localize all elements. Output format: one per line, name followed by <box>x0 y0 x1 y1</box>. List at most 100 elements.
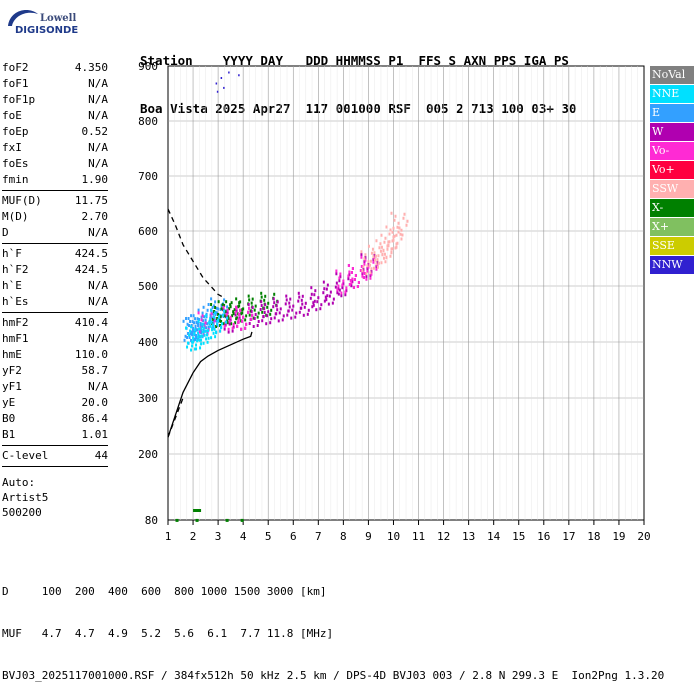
echo-point <box>192 327 195 330</box>
echo-point <box>341 286 344 290</box>
echo-point <box>353 278 356 281</box>
echo-point <box>260 295 263 299</box>
echo-point <box>210 312 213 316</box>
low-echo-point <box>240 518 244 522</box>
echo-point <box>273 292 276 296</box>
echo-point <box>187 332 190 335</box>
param-label: yE <box>2 396 16 409</box>
echo-point <box>210 303 213 306</box>
echo-point <box>231 326 234 330</box>
echo-point <box>183 338 186 342</box>
echo-point <box>310 286 313 290</box>
echo-point <box>325 298 328 302</box>
legend-item-vo: Vo+ <box>650 161 694 179</box>
echo-point <box>250 317 253 321</box>
echo-point <box>194 347 197 351</box>
echo-point <box>386 247 389 251</box>
echo-point <box>194 328 197 332</box>
echo-point <box>267 310 270 314</box>
echo-point <box>335 281 338 285</box>
echo-point <box>212 331 215 335</box>
file-footer: BVJ03_2025117001000.RSF / 384fx512h 50 k… <box>2 669 665 682</box>
echo-point <box>192 336 195 340</box>
echo-point <box>406 219 409 223</box>
echo-point <box>187 341 190 345</box>
echo-point <box>288 301 291 305</box>
echo-point <box>269 321 272 325</box>
low-echo-point <box>225 518 229 522</box>
param-label: hmF1 <box>2 332 29 345</box>
echo-point <box>213 304 216 308</box>
echo-point <box>371 247 374 251</box>
echo-point <box>189 320 192 323</box>
echo-point <box>362 265 365 269</box>
echo-point <box>213 310 216 313</box>
echo-point <box>376 258 379 262</box>
echo-point <box>248 298 251 302</box>
echo-point <box>230 322 233 326</box>
x-tick-label: 9 <box>365 530 372 543</box>
echo-point <box>233 308 236 312</box>
echo-point <box>194 338 197 341</box>
echo-point <box>276 300 279 304</box>
echo-point <box>213 315 216 319</box>
echo-point <box>322 280 325 284</box>
param-label: yF1 <box>2 380 22 393</box>
echo-point <box>301 302 304 306</box>
echo-point <box>220 307 223 311</box>
echo-point <box>226 316 229 320</box>
echo-point <box>201 334 204 338</box>
echo-point <box>209 324 212 328</box>
header-row1: Station YYYY DAY DDD HHMMSS P1 FFS S AXN… <box>140 53 569 68</box>
echo-point <box>212 312 215 316</box>
echo-point <box>370 267 373 271</box>
echo-point <box>238 312 241 316</box>
echo-point <box>193 332 196 336</box>
echo-point <box>217 300 220 304</box>
echo-point <box>380 233 383 237</box>
echo-point <box>387 240 390 244</box>
low-echo-point <box>198 509 202 512</box>
echo-point <box>250 310 253 313</box>
echo-point <box>306 312 309 316</box>
echo-point <box>385 225 388 229</box>
echo-point <box>198 330 201 334</box>
echo-point <box>381 252 384 256</box>
param-label: foE <box>2 109 22 122</box>
echo-point <box>257 320 260 323</box>
param-label: hmE <box>2 348 22 361</box>
echo-point <box>391 230 394 234</box>
param-group-virtual-heights: h`F 424.5 h`F2 424.5 h`E N/A h`Es N/A <box>2 246 108 310</box>
echo-point <box>203 333 206 337</box>
echo-point <box>365 275 368 278</box>
param-row: B1 1.01 <box>2 427 108 443</box>
echo-point <box>265 322 268 326</box>
echo-point <box>372 260 375 264</box>
echo-point <box>394 214 397 218</box>
echo-point <box>223 327 226 331</box>
echo-point <box>217 313 220 316</box>
echo-point <box>191 320 194 323</box>
legend-item-ssw: SSW <box>650 180 694 198</box>
echo-point <box>200 331 203 335</box>
echo-point <box>389 228 392 232</box>
legend-item-nnw: NNW <box>650 256 694 274</box>
echo-point <box>250 301 253 305</box>
echo-point <box>239 300 242 304</box>
echo-point <box>236 316 239 320</box>
echo-point <box>395 233 398 237</box>
echo-point <box>201 325 204 328</box>
echo-point <box>186 336 189 339</box>
param-value: 410.4 <box>74 316 108 329</box>
echo-point <box>375 262 378 266</box>
echo-point <box>213 327 216 331</box>
echo-point <box>227 330 230 334</box>
echo-point <box>286 313 289 317</box>
echo-point <box>360 255 363 259</box>
legend-item-noval: NoVal <box>650 66 694 84</box>
echo-point <box>222 313 225 317</box>
x-tick-label: 20 <box>637 530 650 543</box>
echo-point <box>226 308 229 312</box>
echo-point <box>198 318 201 321</box>
echo-point <box>266 305 269 309</box>
